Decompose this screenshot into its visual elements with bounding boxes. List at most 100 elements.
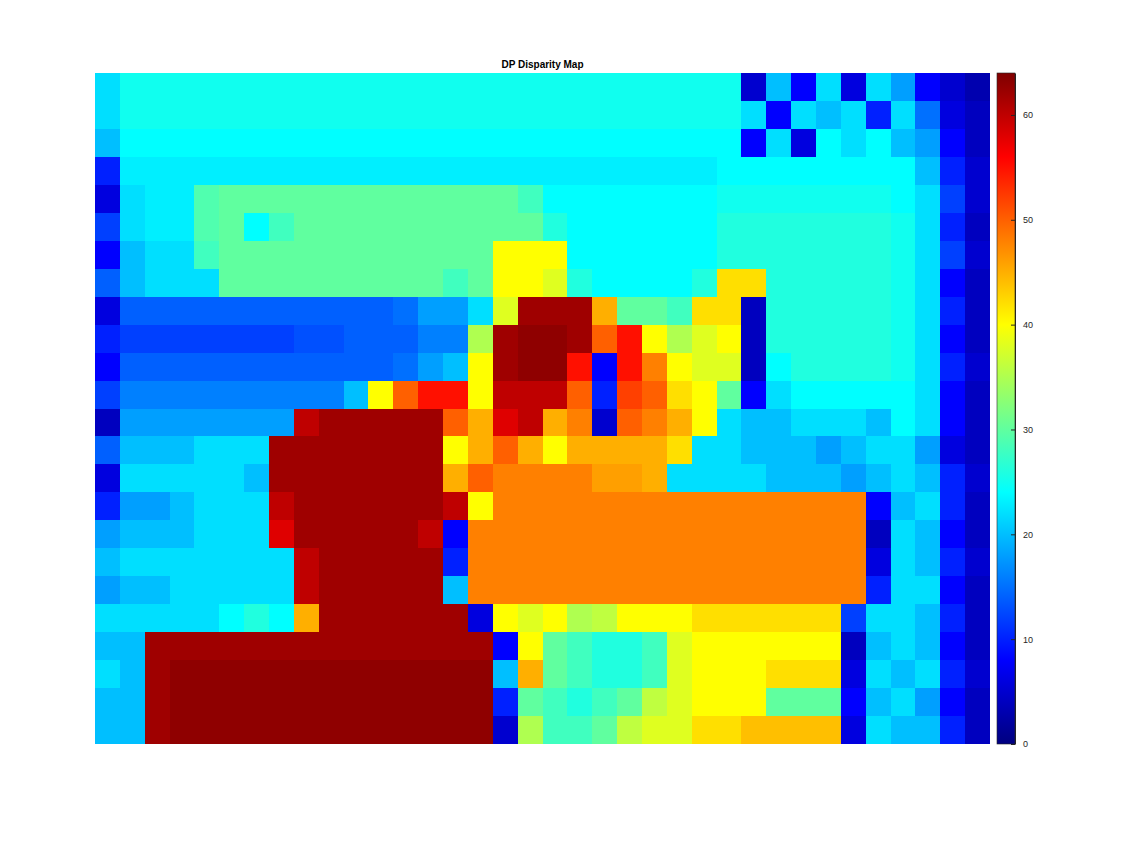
heatmap-cell — [319, 241, 344, 270]
heatmap-cell — [667, 73, 692, 102]
heatmap-cell — [667, 576, 692, 605]
heatmap-cell — [518, 353, 543, 382]
heatmap-cell — [170, 716, 195, 744]
heatmap-cell — [692, 409, 717, 438]
heatmap-cell — [418, 464, 443, 493]
heatmap-cell — [741, 297, 766, 326]
heatmap-cell — [866, 604, 891, 633]
heatmap-cell — [791, 492, 816, 521]
heatmap-cell — [866, 213, 891, 242]
heatmap-cell — [145, 409, 170, 438]
heatmap-cell — [866, 660, 891, 689]
heatmap-cell — [219, 353, 244, 382]
heatmap-cell — [244, 241, 269, 270]
heatmap-cell — [766, 409, 791, 438]
heatmap-cell — [891, 129, 916, 158]
heatmap-cell — [667, 157, 692, 186]
heatmap-cell — [294, 632, 319, 661]
heatmap-cell — [841, 129, 866, 158]
heatmap-cell — [418, 213, 443, 242]
heatmap-cell — [891, 297, 916, 326]
heatmap-cell — [194, 101, 219, 130]
heatmap-cell — [816, 660, 841, 689]
heatmap-cell — [915, 213, 940, 242]
heatmap-cell — [269, 129, 294, 158]
heatmap-cell — [965, 297, 990, 326]
heatmap-cell — [493, 436, 518, 465]
heatmap-cell — [891, 688, 916, 717]
heatmap-cell — [667, 325, 692, 354]
heatmap-cell — [791, 576, 816, 605]
heatmap-cell — [642, 241, 667, 270]
heatmap-cell — [617, 241, 642, 270]
heatmap-cell — [667, 548, 692, 577]
heatmap-cell — [642, 548, 667, 577]
heatmap-cell — [393, 436, 418, 465]
heatmap-cell — [965, 157, 990, 186]
heatmap-cell — [940, 129, 965, 158]
heatmap-cell — [269, 576, 294, 605]
colorbar-tick-label: 40 — [1023, 320, 1033, 330]
heatmap-cell — [120, 576, 145, 605]
heatmap-cell — [443, 520, 468, 549]
heatmap-cell — [766, 297, 791, 326]
heatmap-cell — [915, 464, 940, 493]
heatmap-cell — [617, 325, 642, 354]
heatmap-cell — [543, 101, 568, 130]
heatmap-cell — [269, 632, 294, 661]
heatmap-cell — [219, 129, 244, 158]
heatmap-cell — [518, 241, 543, 270]
heatmap-cell — [592, 101, 617, 130]
heatmap-cell — [866, 297, 891, 326]
heatmap-cell — [393, 353, 418, 382]
heatmap-cell — [940, 520, 965, 549]
heatmap-cell — [368, 632, 393, 661]
heatmap-cell — [120, 241, 145, 270]
heatmap-cell — [443, 185, 468, 214]
heatmap-cell — [766, 520, 791, 549]
heatmap-cell — [592, 297, 617, 326]
heatmap-cell — [194, 520, 219, 549]
heatmap-cell — [543, 688, 568, 717]
heatmap-cell — [841, 604, 866, 633]
heatmap-cell — [841, 353, 866, 382]
heatmap-cell — [642, 716, 667, 744]
heatmap-cell — [219, 660, 244, 689]
heatmap-cell — [965, 632, 990, 661]
heatmap-cell — [567, 129, 592, 158]
heatmap-cell — [841, 73, 866, 102]
heatmap-cell — [717, 604, 742, 633]
heatmap-cell — [816, 688, 841, 717]
heatmap-cell — [468, 297, 493, 326]
heatmap-cell — [940, 269, 965, 298]
heatmap-cell — [717, 101, 742, 130]
heatmap-cell — [642, 604, 667, 633]
heatmap-cell — [866, 632, 891, 661]
heatmap-cell — [617, 129, 642, 158]
heatmap-cell — [692, 688, 717, 717]
heatmap-cell — [567, 576, 592, 605]
heatmap-cell — [95, 464, 120, 493]
heatmap-cell — [543, 381, 568, 410]
heatmap-cell — [393, 213, 418, 242]
heatmap-cell — [443, 409, 468, 438]
heatmap-cell — [493, 157, 518, 186]
heatmap-cell — [791, 436, 816, 465]
heatmap-cell — [468, 101, 493, 130]
heatmap-cell — [294, 241, 319, 270]
heatmap-cell — [766, 576, 791, 605]
heatmap-cell — [219, 269, 244, 298]
heatmap-cell — [617, 688, 642, 717]
heatmap-cell — [766, 548, 791, 577]
heatmap-cell — [170, 325, 195, 354]
colorbar-tick-mark — [1011, 429, 1015, 430]
heatmap-cell — [816, 241, 841, 270]
heatmap-cell — [891, 185, 916, 214]
heatmap-cell — [170, 73, 195, 102]
heatmap-cell — [443, 716, 468, 744]
heatmap-cell — [518, 269, 543, 298]
heatmap-cell — [493, 492, 518, 521]
heatmap-cell — [493, 604, 518, 633]
heatmap-cell — [319, 353, 344, 382]
heatmap-cell — [468, 269, 493, 298]
